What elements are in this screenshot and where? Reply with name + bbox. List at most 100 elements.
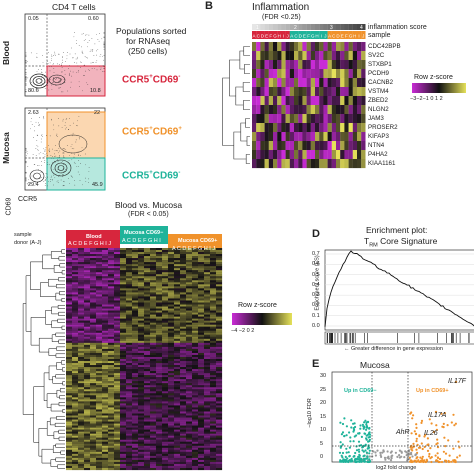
mucosa-q1: 2.63: [28, 110, 39, 116]
blood-q4: 10.8: [90, 88, 101, 94]
panel-e-title: Mucosa: [360, 360, 390, 370]
panel-c-scale-title: Row z-score: [238, 302, 277, 309]
enrichment-plot: [324, 249, 474, 331]
svg-text:I: I: [321, 34, 322, 39]
panel-e-ytick: 10: [320, 427, 327, 433]
panel-d-ytick: 0.0: [312, 323, 320, 329]
gene-label: SV2C: [368, 51, 385, 59]
x-axis-label: CCR5: [18, 196, 38, 203]
gene-label: P4HA2: [368, 150, 388, 158]
svg-text:G: G: [273, 34, 277, 39]
gene-label: NLGN2: [368, 105, 389, 113]
panel-d-letter: D: [312, 228, 320, 240]
label-il17f: IL17F: [448, 378, 466, 385]
svg-text:J: J: [286, 34, 288, 39]
svg-text:J: J: [362, 34, 364, 39]
panel-e-ytick: 0: [320, 454, 324, 460]
volcano-up-right: Up in CD69+: [416, 388, 449, 394]
svg-text:1: 1: [256, 25, 259, 31]
panel-d-ytick: 0.4: [312, 281, 320, 288]
gene-label: PROSER2: [368, 123, 398, 131]
gene-label: KIAA1161: [368, 159, 396, 167]
panel-d-ytick: 0.1: [312, 312, 320, 319]
blood-q1: 0.05: [28, 16, 39, 22]
svg-text:3: 3: [330, 25, 333, 31]
svg-text:F: F: [269, 34, 272, 39]
blood-label: Blood: [1, 40, 12, 66]
pop-label-mucosa-cd69pos: CCR5+CD69+: [122, 126, 182, 138]
group-donors-mucosa-cd69pos: A C D E F G H I J: [172, 246, 216, 252]
panel-d-title: Enrichment plot:: [366, 225, 428, 235]
svg-text:F: F: [307, 34, 310, 39]
panel-e-xlabel: log2 fold change: [376, 465, 417, 471]
svg-text:G: G: [349, 34, 353, 39]
sorted-line-1: Populations sorted: [116, 26, 187, 36]
gene-label: STXBP1: [368, 60, 392, 68]
panel-d-subtitle: TRM Core Signature: [364, 236, 438, 249]
legend-sample: sample: [368, 32, 391, 39]
group-donors-mucosa-cd69neg: A C D E F G H I: [122, 238, 161, 244]
panel-c-donor-label: donor (A-J): [14, 240, 42, 246]
svg-text:D: D: [261, 34, 265, 39]
inflammation-heatmap: A C D E F G H I J A C D E F G H I J A C D E F G H I J1 2 3 4: [222, 24, 366, 169]
volcano-plot: [331, 371, 473, 464]
svg-text:G: G: [311, 34, 315, 39]
panel-b-scale-ticks: −3−2−1 0 1 2: [410, 96, 443, 102]
group-label-mucosa-cd69pos: Mucosa CD69+: [178, 238, 218, 244]
pop-label-blood: CCR5+CD69-: [122, 74, 181, 86]
panel-d-ytick: 0.7: [312, 251, 320, 257]
label-ahr: AhR: [396, 429, 410, 436]
panel-d-ytick: 0.6: [312, 261, 320, 268]
blood-q3: 80.6: [28, 88, 39, 94]
mucosa-q3: 29.4: [28, 182, 39, 188]
svg-text:C: C: [294, 34, 298, 39]
group-donors-blood: A C D E F G H I J: [68, 241, 112, 247]
enrichment-barcode: [324, 331, 474, 345]
panel-c-sample-label: sample: [14, 232, 32, 238]
mucosa-q2: 22: [94, 110, 101, 116]
panel-e-ytick: 30: [320, 373, 327, 379]
panel-e-ylabel: −log10 FDR: [306, 398, 313, 428]
panel-b-letter: B: [205, 0, 213, 12]
label-il26: IL26: [424, 430, 438, 437]
y-axis-label: CD69: [5, 197, 13, 216]
mucosa-flow-plot: [24, 107, 106, 191]
svg-text:H: H: [353, 34, 356, 39]
panel-b-color-scale: [412, 83, 466, 93]
panel-b-scale-title: Row z-score: [414, 74, 453, 81]
gene-label: VSTM4: [368, 87, 389, 95]
svg-text:I: I: [358, 34, 359, 39]
blood-q2: 0.60: [88, 16, 99, 22]
panel-c-scale-ticks: −4 −2 0 2: [231, 328, 255, 334]
svg-text:J: J: [324, 34, 326, 39]
gene-label: NTN4: [368, 141, 385, 149]
panel-c-title: Blood vs. Mucosa: [115, 200, 183, 210]
panel-d-ytick: 0.2: [312, 302, 320, 309]
svg-text:4: 4: [360, 25, 363, 31]
svg-text:E: E: [303, 34, 306, 39]
panel-d-ytick: 0.3: [312, 292, 320, 299]
panel-e-ytick: 15: [320, 413, 327, 420]
gene-label: CDC42BPB: [368, 42, 401, 50]
gene-label: KIFAP3: [368, 132, 389, 140]
mucosa-q4: 45.9: [92, 182, 103, 188]
gene-label: JAM3: [368, 114, 384, 122]
panel-e-ytick: 20: [320, 400, 327, 406]
svg-text:E: E: [265, 34, 268, 39]
blood-vs-mucosa-heatmap: [22, 226, 223, 471]
panel-b-subtitle: (FDR <0.25): [262, 14, 301, 21]
group-label-blood: Blood: [86, 234, 102, 240]
blood-flow-plot: [24, 13, 106, 97]
panel-e-letter: E: [312, 358, 320, 370]
label-il17a: IL17A: [428, 412, 447, 419]
group-label-mucosa-cd69neg: Mucosa CD69−: [124, 230, 164, 236]
svg-text:I: I: [283, 34, 284, 39]
svg-text:D: D: [299, 34, 303, 39]
panel-d-ytick: 0.5: [312, 271, 320, 278]
svg-text:C: C: [257, 34, 261, 39]
svg-text:A: A: [328, 34, 331, 39]
mucosa-label: Mucosa: [0, 132, 11, 164]
svg-text:H: H: [278, 34, 281, 39]
svg-text:A: A: [252, 34, 255, 39]
svg-text:E: E: [341, 34, 344, 39]
